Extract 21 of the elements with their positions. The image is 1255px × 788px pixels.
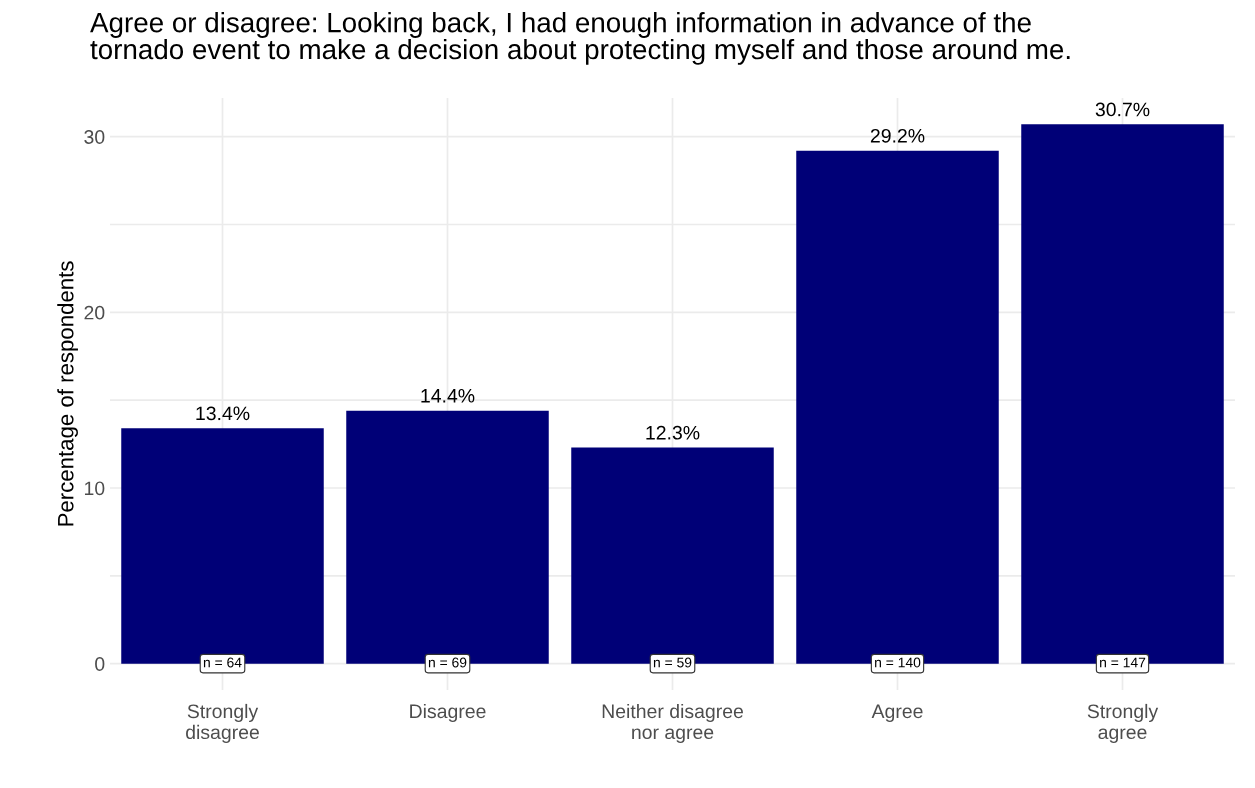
x-tick-label: Agree [871, 704, 923, 723]
chart-title: Agree or disagree: Looking back, I had enough information in advance of the tornado event to make a decision about protecting myself and those around me. [90, 12, 1070, 65]
annotation: n = 140 [875, 657, 921, 668]
y-tick-label: 0 [95, 657, 105, 671]
y-tick-label: 10 [85, 481, 105, 496]
annotation: n = 147 [1100, 657, 1146, 668]
annotation: n = 64 [203, 657, 242, 668]
annotation: n = 59 [653, 657, 692, 668]
y-tick-label: 20 [84, 305, 105, 320]
annotation: n = 69 [428, 657, 467, 668]
x-tick-label: Strongly agree [1087, 703, 1159, 743]
data-label: 12.3% [646, 425, 700, 440]
y-axis-title: Percentage of respondents [57, 261, 78, 526]
data-label: 30.7% [1095, 102, 1150, 117]
y-tick-label: 30 [84, 130, 105, 144]
x-tick-label: Neither disagree nor agree [602, 703, 743, 743]
data-label: 13.4% [196, 406, 250, 421]
x-tick-label: Strongly disagree [186, 703, 259, 743]
data-label: 14.4% [421, 388, 475, 403]
x-tick-label: Disagree [410, 703, 486, 723]
data-label: 29.2% [870, 128, 925, 143]
